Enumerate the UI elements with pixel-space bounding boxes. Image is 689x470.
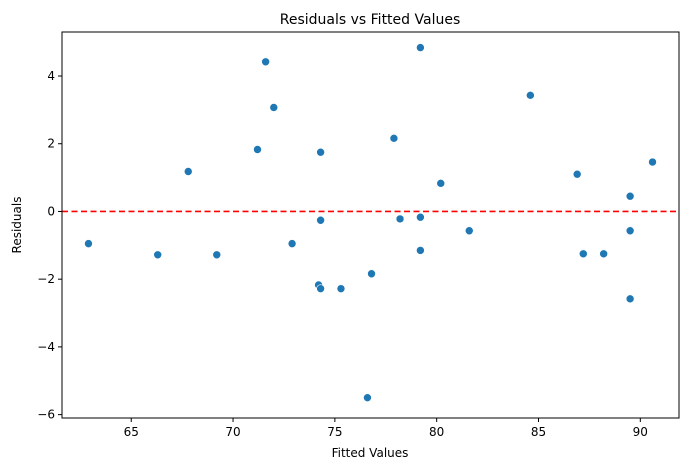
x-tick-label: 85 [531, 425, 546, 439]
data-point [578, 249, 588, 259]
y-tick-label: −4 [37, 340, 55, 354]
data-point [416, 212, 425, 222]
data-point [599, 249, 608, 259]
y-tick-label: 4 [47, 69, 55, 83]
data-point [395, 214, 405, 224]
y-tick-label: −2 [37, 272, 55, 286]
x-axis-label: Fitted Values [332, 446, 409, 460]
data-point [183, 167, 193, 176]
y-tick-label: −6 [37, 408, 55, 422]
data-point [416, 246, 425, 255]
x-tick-label: 75 [327, 425, 342, 439]
data-point [572, 169, 582, 179]
data-point [648, 157, 657, 167]
data-point [416, 43, 425, 52]
data-point [464, 226, 474, 236]
data-point [287, 239, 297, 248]
plot-area [62, 32, 679, 418]
data-point [261, 57, 270, 67]
x-axis: 65 70 75 80 85 90 [124, 418, 648, 439]
data-point [212, 250, 222, 260]
data-point [253, 145, 262, 154]
data-point [625, 294, 635, 304]
chart-title: Residuals vs Fitted Values [280, 12, 461, 28]
data-point [316, 215, 325, 225]
data-point [367, 269, 376, 279]
x-tick-label: 65 [124, 425, 139, 439]
data-point [316, 284, 325, 293]
data-point [389, 134, 399, 143]
data-point [526, 91, 535, 100]
data-point [363, 393, 372, 402]
data-point [316, 147, 325, 157]
x-tick-label: 70 [225, 425, 240, 439]
plot-frame [61, 31, 680, 419]
data-point [625, 226, 635, 236]
data-point [84, 239, 93, 248]
data-point [625, 191, 635, 201]
y-tick-label: 2 [47, 137, 55, 151]
y-axis: −6 −4 −2 0 2 4 [37, 69, 62, 422]
data-point [153, 250, 163, 260]
x-tick-label: 90 [633, 425, 648, 439]
data-points [84, 43, 657, 402]
data-point [336, 284, 346, 293]
data-point [436, 179, 446, 188]
data-point [269, 103, 279, 112]
x-tick-label: 80 [429, 425, 444, 439]
y-tick-label: 0 [47, 204, 55, 218]
y-axis-label: Residuals [10, 197, 24, 254]
